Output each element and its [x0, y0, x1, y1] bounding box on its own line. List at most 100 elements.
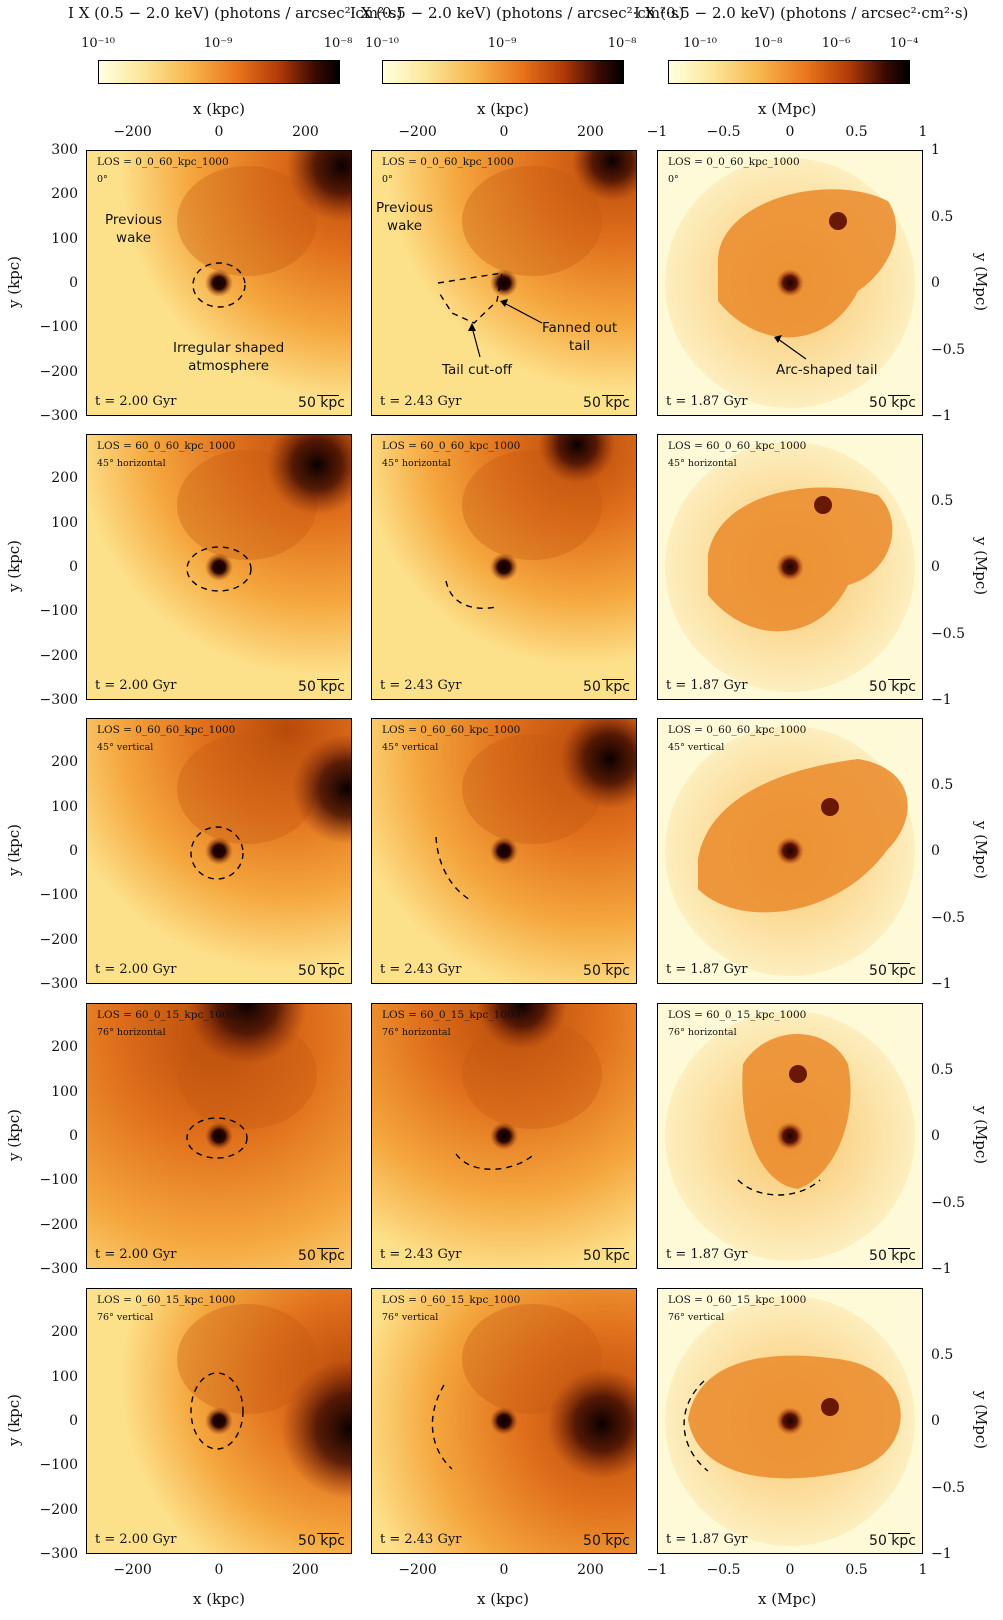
- colorbar-ticks: 10⁻¹⁰ 10⁻⁹ 10⁻⁸: [365, 36, 636, 54]
- x-tick-label: 0: [499, 1562, 509, 1578]
- scale-bar-label: 50 kpc: [583, 1533, 630, 1549]
- los-label: LOS = 0_60_60_kpc_1000: [97, 724, 236, 736]
- y-tick-label: −0.5: [931, 909, 965, 926]
- y-tick-label: 200: [51, 754, 78, 771]
- y-tick-label: 0.5: [931, 776, 954, 793]
- los-label: LOS = 0_60_15_kpc_1000: [382, 1294, 521, 1306]
- y-tick-label: −1: [931, 1546, 952, 1562]
- scale-bar-line: [602, 395, 624, 396]
- y-tick-label: −300: [39, 1261, 78, 1277]
- dashed-outline: [186, 546, 252, 592]
- y-tick-label: 200: [51, 1039, 78, 1056]
- x-tick-label: 200: [577, 1562, 604, 1578]
- angle-label: 45° vertical: [668, 742, 725, 753]
- y-tick-label: −300: [39, 408, 78, 424]
- angle-label: 45° horizontal: [668, 458, 737, 469]
- los-label: LOS = 60_0_60_kpc_1000: [668, 440, 807, 452]
- los-label: LOS = 0_0_60_kpc_1000: [97, 156, 229, 168]
- colorbar-tick: 10⁻⁸: [607, 36, 637, 51]
- los-label: LOS = 0_0_60_kpc_1000: [668, 156, 800, 168]
- y-tick-label: −200: [39, 363, 78, 380]
- y-tick-label: 0: [931, 843, 940, 859]
- bottom-xlabel: x (kpc): [193, 1590, 246, 1608]
- y-tick-label: −200: [39, 1216, 78, 1233]
- scale-bar-label: 50 kpc: [298, 963, 345, 979]
- x-tick-label: 0: [785, 1562, 795, 1578]
- angle-label: 45° vertical: [382, 742, 439, 753]
- scale-bar-line: [317, 679, 339, 680]
- x-tick-label: 1: [918, 124, 928, 140]
- x-tick-label: 200: [292, 124, 319, 140]
- scale-bar: 50 kpc: [583, 679, 630, 695]
- los-label: LOS = 60_0_15_kpc_1000: [668, 1009, 807, 1021]
- dashed-outline: [737, 1179, 821, 1196]
- x-tick-label: 1: [918, 1562, 928, 1578]
- y-tick-label: 0: [69, 1128, 78, 1144]
- y-axis-label: y (Mpc): [972, 1390, 991, 1450]
- scale-bar: 50 kpc: [869, 679, 916, 695]
- annotation-arc-tail: Arc-shaped tail: [776, 362, 878, 378]
- y-tick-label: 100: [51, 1368, 78, 1385]
- y-tick-label: 0: [69, 559, 78, 575]
- scale-bar-label: 50 kpc: [583, 679, 630, 695]
- los-label: LOS = 0_60_15_kpc_1000: [97, 1294, 236, 1306]
- colorbar-gradient: [668, 60, 910, 84]
- map-panel: LOS = 60_0_60_kpc_1000 45° horizontal t = …: [657, 434, 923, 700]
- angle-label: 0°: [382, 174, 393, 185]
- annotation-tail-cutoff: Tail cut-off: [442, 362, 513, 378]
- scale-bar: 50 kpc: [298, 1248, 345, 1264]
- top-xlabel: x (kpc): [193, 100, 246, 118]
- colorbar-tick: 10⁻⁶: [821, 36, 851, 51]
- annotation-fanned-tail: Fanned out tail: [542, 319, 617, 355]
- scale-bar: 50 kpc: [869, 1248, 916, 1264]
- angle-label: 76° vertical: [382, 1312, 439, 1323]
- y-tick-label: −1: [931, 976, 952, 992]
- y-tick-label: 0.5: [931, 1061, 954, 1078]
- scale-bar-line: [602, 1248, 624, 1249]
- colorbar-tick: 10⁻⁹: [203, 36, 233, 51]
- y-axis-label: y (kpc): [5, 255, 24, 309]
- x-tick-label: −200: [113, 1562, 152, 1578]
- dashed-outline: [190, 1372, 244, 1450]
- y-tick-label: 0: [69, 843, 78, 859]
- scale-bar-line: [888, 1533, 910, 1534]
- scale-bar-label: 50 kpc: [583, 963, 630, 979]
- y-tick-label: 200: [51, 1324, 78, 1341]
- scale-bar-label: 50 kpc: [583, 395, 630, 411]
- scale-bar: 50 kpc: [583, 1248, 630, 1264]
- los-label: LOS = 60_0_15_kpc_1000: [382, 1009, 521, 1021]
- scale-bar: 50 kpc: [298, 963, 345, 979]
- scale-bar-line: [888, 963, 910, 964]
- scale-bar-label: 50 kpc: [298, 395, 345, 411]
- angle-label: 45° vertical: [97, 742, 154, 753]
- map-panel: LOS = 60_0_15_kpc_1000 76° horizontal t = …: [657, 1003, 923, 1269]
- x-tick-label: 0: [214, 1562, 224, 1578]
- y-tick-label: 200: [51, 470, 78, 487]
- colorbar-tick: 10⁻⁸: [323, 36, 353, 51]
- time-label: t = 1.87 Gyr: [666, 678, 748, 693]
- annotation-previous-wake: Previous wake: [105, 211, 162, 247]
- y-axis-label: y (kpc): [5, 1108, 24, 1162]
- map-panel: LOS = 60_0_60_kpc_1000 45° horizontal t = …: [86, 434, 352, 700]
- time-label: t = 2.43 Gyr: [380, 678, 462, 693]
- y-tick-label: −300: [39, 692, 78, 708]
- angle-label: 0°: [668, 174, 679, 185]
- time-label: t = 2.00 Gyr: [95, 1247, 177, 1262]
- y-tick-label: 0: [69, 1413, 78, 1429]
- map-panel: LOS = 0_60_15_kpc_1000 76° vertical t = 2.…: [371, 1288, 637, 1554]
- map-panel: LOS = 60_0_60_kpc_1000 45° horizontal t = …: [371, 434, 637, 700]
- los-label: LOS = 0_60_60_kpc_1000: [668, 724, 807, 736]
- y-tick-label: −300: [39, 976, 78, 992]
- annotation-arrow: [774, 335, 807, 360]
- y-tick-label: −200: [39, 1501, 78, 1518]
- annotation-line: atmosphere: [188, 358, 270, 374]
- los-label: LOS = 60_0_15_kpc_1000: [97, 1009, 236, 1021]
- y-tick-label: −200: [39, 647, 78, 664]
- scale-bar: 50 kpc: [298, 679, 345, 695]
- y-tick-label: 100: [51, 230, 78, 247]
- colorbar-tick: 10⁻⁹: [487, 36, 517, 51]
- time-label: t = 2.43 Gyr: [380, 1532, 462, 1547]
- time-label: t = 1.87 Gyr: [666, 394, 748, 409]
- scale-bar-label: 50 kpc: [583, 1248, 630, 1264]
- scale-bar: 50 kpc: [583, 395, 630, 411]
